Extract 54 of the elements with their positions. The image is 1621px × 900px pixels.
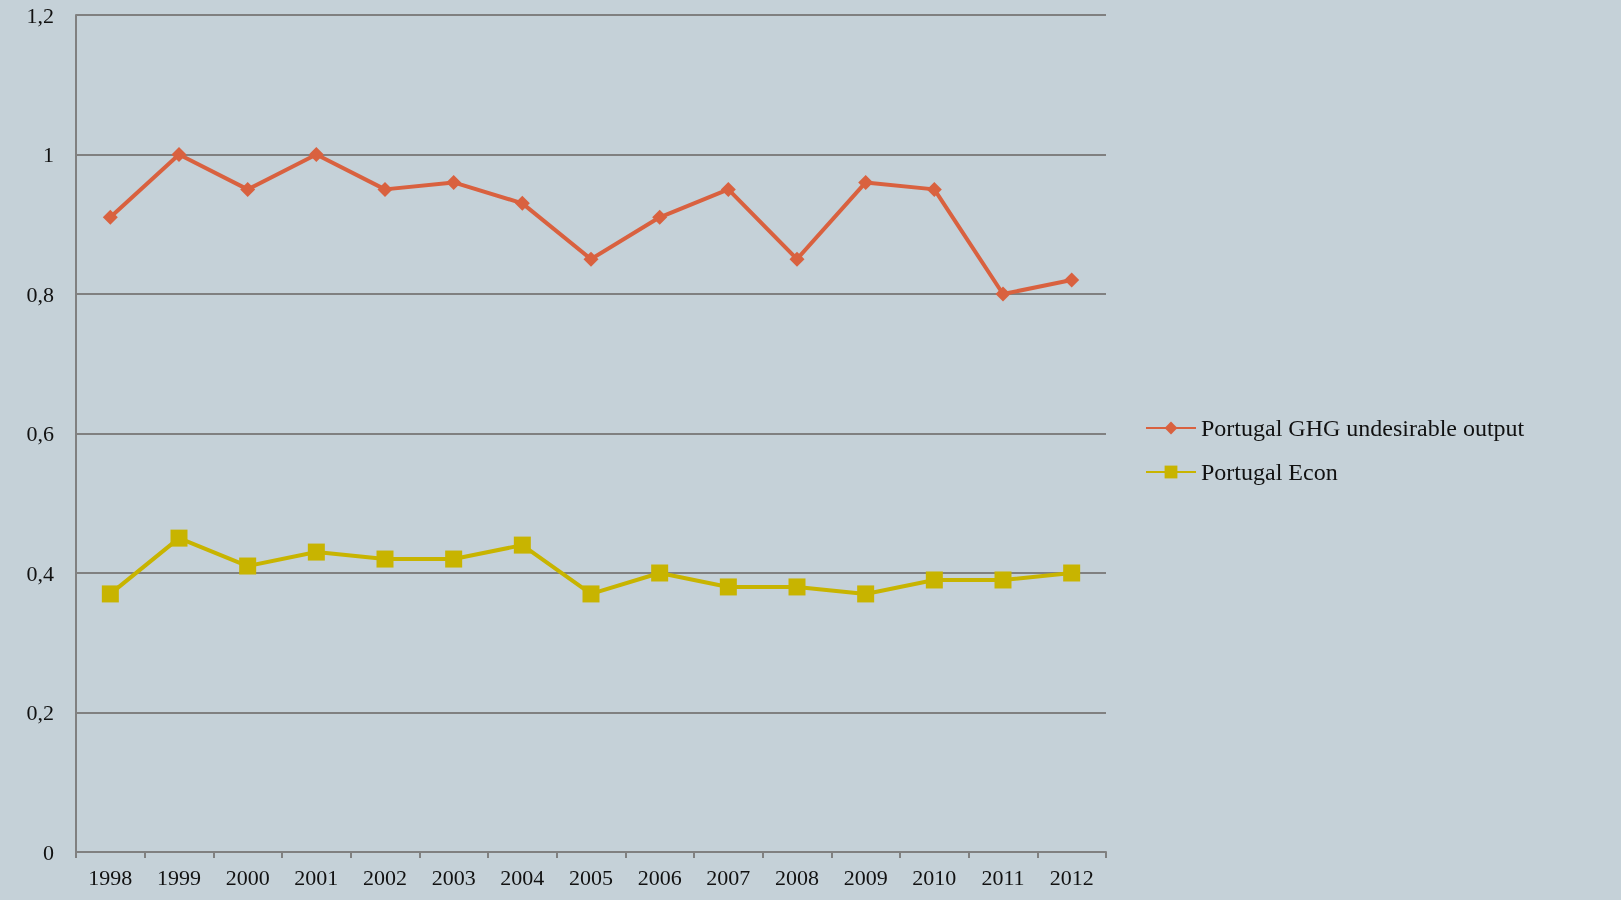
x-tick-label: 2003 xyxy=(431,864,476,890)
x-tick-label: 1998 xyxy=(88,864,133,890)
y-tick-label: 0,4 xyxy=(26,560,54,586)
y-tick-label: 1 xyxy=(43,142,54,167)
point xyxy=(719,578,737,596)
point xyxy=(926,181,942,197)
x-tick-label: 2004 xyxy=(500,864,545,890)
y-tick-label: 0,8 xyxy=(26,281,54,307)
x-tick-label: 2006 xyxy=(637,864,682,890)
point xyxy=(377,181,393,197)
x-tick-label: 2008 xyxy=(775,864,819,890)
point xyxy=(308,147,324,162)
point xyxy=(514,195,530,211)
point xyxy=(788,578,806,596)
point xyxy=(171,147,187,162)
point xyxy=(102,209,118,225)
point xyxy=(513,536,531,554)
point xyxy=(720,181,736,197)
y-tick-label: 0 xyxy=(43,839,54,865)
x-tick-label: 2012 xyxy=(1049,864,1094,890)
point xyxy=(652,209,668,225)
x-tick-label: 2000 xyxy=(225,864,270,890)
x-tick-label: 2001 xyxy=(294,864,339,890)
y-tick-label: 0,2 xyxy=(26,700,54,725)
point xyxy=(1064,272,1080,288)
point xyxy=(857,585,875,603)
point xyxy=(445,550,463,568)
x-tick-label: 2011 xyxy=(981,864,1025,890)
point xyxy=(240,181,256,197)
point xyxy=(446,174,462,190)
point xyxy=(789,251,805,267)
point xyxy=(101,585,119,603)
x-tick-label: 2005 xyxy=(569,864,613,890)
point xyxy=(1063,564,1081,582)
legend-label: Portugal Econ xyxy=(1201,459,1338,485)
x-tick-label: 1999 xyxy=(157,864,201,890)
y-tick-label: 1,2 xyxy=(26,2,54,28)
point xyxy=(583,251,599,267)
legend-label: Portugal GHG undesirable output xyxy=(1201,415,1525,441)
point xyxy=(858,174,874,190)
point xyxy=(376,550,394,568)
point xyxy=(994,571,1012,589)
point xyxy=(307,543,325,561)
point xyxy=(170,529,188,547)
y-tick-label: 0,6 xyxy=(26,421,54,446)
x-tick-label: 2007 xyxy=(706,864,751,890)
point xyxy=(582,585,600,603)
point xyxy=(651,564,669,582)
x-tick-label: 2010 xyxy=(912,864,957,890)
point xyxy=(995,286,1011,302)
point xyxy=(239,557,257,575)
x-tick-label: 2002 xyxy=(363,864,407,890)
point xyxy=(925,571,943,589)
x-tick-label: 2009 xyxy=(843,864,888,890)
